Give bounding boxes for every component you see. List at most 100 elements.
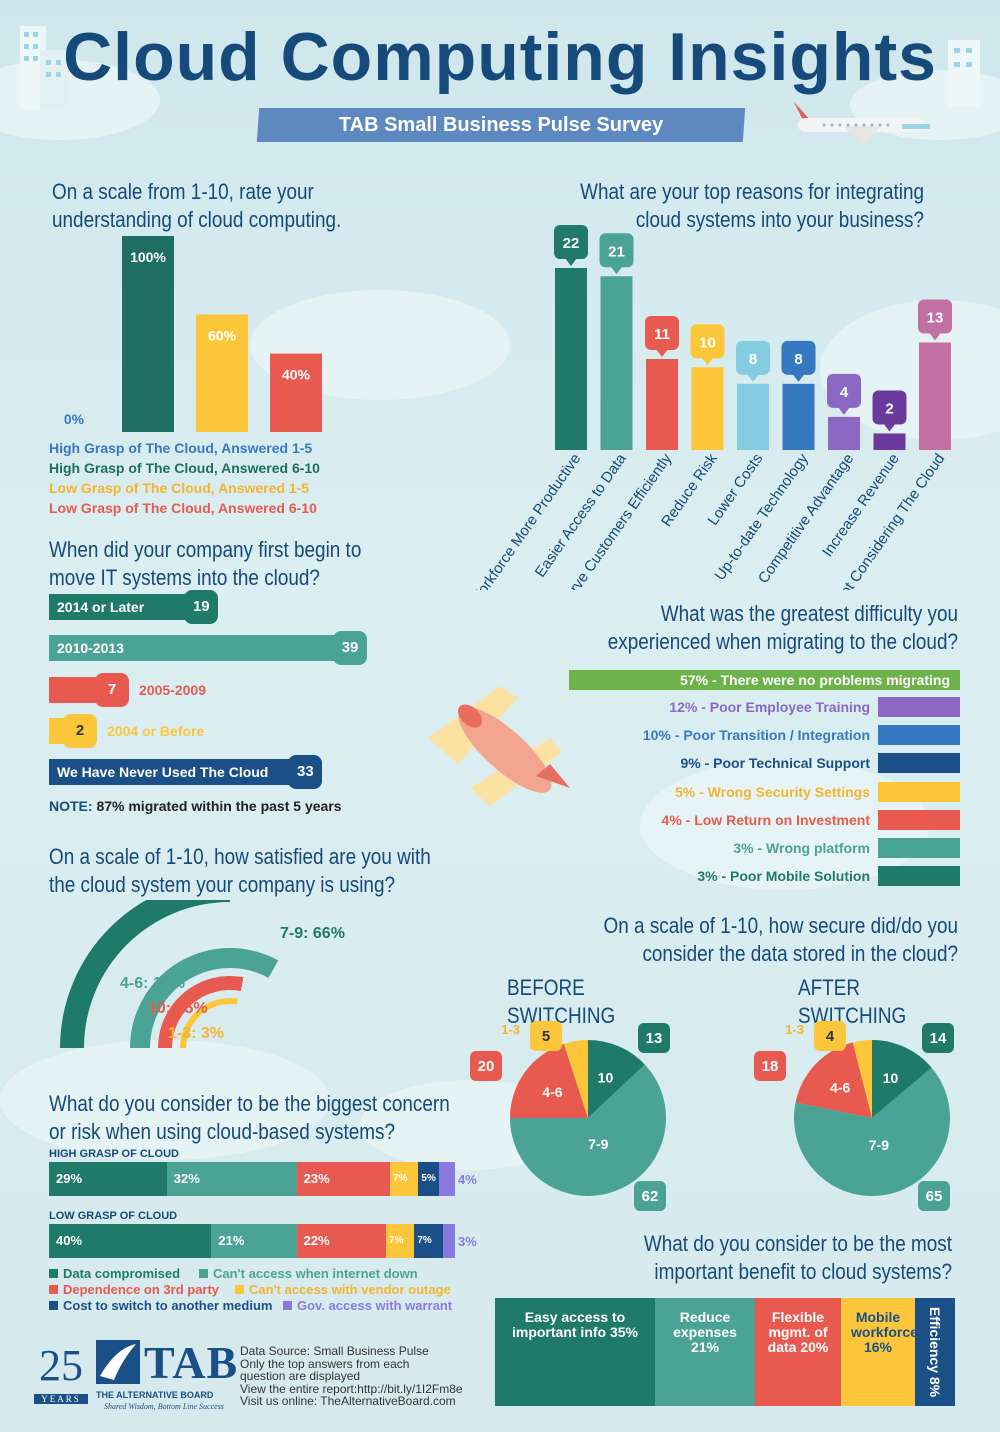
legend-item: Data compromised xyxy=(49,1266,180,1281)
timeline-bar-label: 2005-2009 xyxy=(139,682,206,698)
arc-segment xyxy=(130,948,279,1048)
benefit-segment: Efficiency 8% xyxy=(915,1298,955,1406)
pie-category-label: 7-9 xyxy=(588,1136,608,1152)
pie-value-label: 13 xyxy=(646,1030,663,1047)
value-bubble xyxy=(918,299,952,334)
gov-access-value: 3% xyxy=(458,1234,477,1249)
value-bubble xyxy=(872,390,907,425)
stacked-segment xyxy=(438,1162,455,1196)
q5-question: On a scale of 1-10, how satisfied are yo… xyxy=(49,844,431,897)
page-subtitle: TAB Small Business Pulse Survey xyxy=(338,114,664,136)
legend-item: Can't access with vendor outage xyxy=(235,1282,451,1297)
timeline-value-badge: 7 xyxy=(95,673,130,707)
value-bubble-tail xyxy=(838,406,850,415)
pie-value-label: 20 xyxy=(478,1058,495,1075)
value-bubble-tail xyxy=(929,332,941,341)
bar-value-label: 40% xyxy=(282,367,311,383)
pie-category-label: 7-9 xyxy=(869,1137,889,1153)
bar xyxy=(919,342,951,450)
bar-value-label: 8 xyxy=(749,351,757,368)
value-bubble xyxy=(781,340,816,375)
bg-cloud xyxy=(820,300,1000,440)
timeline-bar-label: We Have Never Used The Cloud xyxy=(57,764,269,780)
difficulty-label: 3% - Wrong platform xyxy=(733,840,870,856)
legend-swatch xyxy=(49,1301,58,1310)
pie-value-label: 62 xyxy=(642,1188,659,1205)
value-bubble xyxy=(922,1023,954,1053)
stacked-segment: 40% xyxy=(49,1224,212,1258)
value-bubble xyxy=(814,1021,846,1051)
difficulty-item: 12% - Poor Employee Training xyxy=(669,697,960,717)
bar xyxy=(270,353,322,432)
legend-swatch xyxy=(199,1269,208,1278)
arc-label: 10: 15% xyxy=(148,1000,208,1017)
difficulty-swatch xyxy=(878,866,960,886)
bar xyxy=(828,416,860,450)
q1-question: On a scale from 1-10, rate your understa… xyxy=(52,179,342,232)
pie-value-label: 5 xyxy=(542,1028,550,1045)
pie-category-label: 1-3 xyxy=(501,1022,520,1037)
q6-pie-charts: 10 13 7-9 62 4-6 20 5 1-3 10 14 7-9 65 4-6 18 4 1-3 xyxy=(470,1021,954,1211)
stacked-segment: 21% xyxy=(211,1224,297,1258)
value-bubble-tail xyxy=(610,266,623,275)
bar-value-label: 100% xyxy=(130,249,166,265)
timeline-bar xyxy=(49,677,102,703)
benefit-segment: Flexible mgmt. of data 20% xyxy=(755,1298,841,1406)
stacked-segment: 7% xyxy=(414,1224,443,1258)
difficulty-item: 5% - Wrong Security Settings xyxy=(675,782,960,802)
bar-value-label: 10 xyxy=(699,334,716,351)
value-bubble xyxy=(736,340,770,375)
q1-legend: High Grasp of The Cloud, Answered 1-5 Hi… xyxy=(49,438,320,518)
bg-cloud xyxy=(0,1040,330,1160)
pie-category-label: 4-6 xyxy=(830,1080,850,1096)
stacked-segment xyxy=(442,1224,455,1258)
timeline-bar: We Have Never Used The Cloud xyxy=(49,759,295,785)
legend-item: High Grasp of The Cloud, Answered 6-10 xyxy=(49,460,320,476)
legend-item: Gov. access with warrant xyxy=(283,1298,452,1313)
value-bubble-tail xyxy=(565,258,577,266)
bar-value-label: 0% xyxy=(64,411,85,427)
value-bubble xyxy=(645,316,679,350)
difficulty-label: 5% - Wrong Security Settings xyxy=(675,784,870,800)
legend-swatch xyxy=(235,1285,244,1294)
pie-category-label: 10 xyxy=(883,1070,899,1086)
difficulty-swatch xyxy=(878,782,960,802)
difficulty-swatch xyxy=(878,697,960,717)
before-title: BEFORE SWITCHING xyxy=(507,975,616,1028)
high-grasp-stacked-bar: 29% 32% 23% 7% 5% xyxy=(49,1162,480,1196)
difficulty-swatch xyxy=(878,725,960,745)
benefit-segment: Easy access to important info 35% xyxy=(495,1298,655,1406)
legend-item: High Grasp of The Cloud, Answered 1-5 xyxy=(49,440,313,456)
bar-value-label: 60% xyxy=(208,327,237,343)
timeline-value-badge: 33 xyxy=(288,755,323,789)
bar xyxy=(873,433,906,450)
timeline-bar-label: 2014 or Later xyxy=(57,599,145,615)
timeline-value-badge: 2 xyxy=(63,714,97,748)
pie-slice xyxy=(852,1040,872,1118)
years-badge: 25 YEARS xyxy=(34,1344,88,1404)
data-source: Data Source: Small Business Pulse Only t… xyxy=(240,1344,463,1408)
arc-label: 4-6: 17% xyxy=(120,975,185,992)
low-grasp-label: LOW GRASP OF CLOUD xyxy=(49,1210,178,1222)
stacked-segment: 29% xyxy=(49,1162,167,1196)
pie-slice xyxy=(588,1040,645,1118)
benefit-segment: Mobile workforce 16% xyxy=(841,1298,918,1406)
q8-question: What do you consider to be the most impo… xyxy=(643,1231,952,1284)
arc-label: 1-3: 3% xyxy=(168,1025,224,1042)
legend-item: Low Grasp of The Cloud, Answered 6-10 xyxy=(49,500,317,516)
legend-item: Low Grasp of The Cloud, Answered 1-5 xyxy=(49,480,310,496)
high-grasp-label: HIGH GRASP OF CLOUD xyxy=(49,1148,179,1160)
bar-value-label: 13 xyxy=(927,309,944,326)
page-title: Cloud Computing Insights xyxy=(63,19,937,95)
bar-value-label: 11 xyxy=(654,326,670,343)
timeline-value-badge: 39 xyxy=(333,631,367,665)
bar xyxy=(555,268,587,450)
difficulty-item: 10% - Poor Transition / Integration xyxy=(643,725,960,745)
stacked-segment: 7% xyxy=(385,1224,415,1258)
difficulty-label: 10% - Poor Transition / Integration xyxy=(642,727,870,743)
pie-slice xyxy=(872,1040,932,1118)
q6-question: On a scale of 1-10, how secure did/do yo… xyxy=(603,913,958,966)
value-bubble xyxy=(470,1051,502,1081)
pie-category-label: 4-6 xyxy=(542,1084,562,1100)
q4-question: What was the greatest difficulty you exp… xyxy=(607,601,958,654)
